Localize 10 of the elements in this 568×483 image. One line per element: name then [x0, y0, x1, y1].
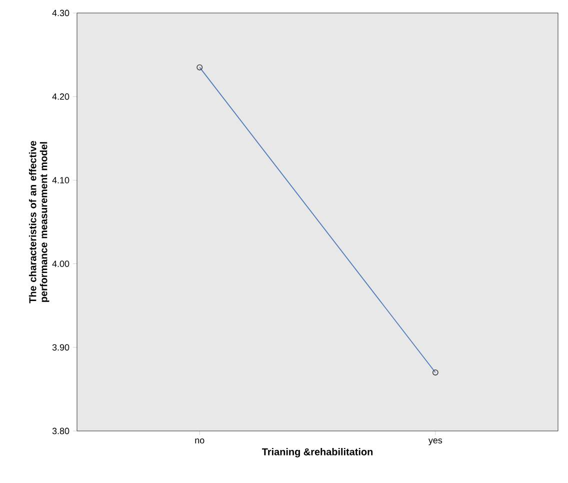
y-tick-label: 4.30 [52, 10, 70, 16]
y-tick-label: 4.00 [52, 260, 70, 267]
x-tick-label: no [195, 438, 204, 444]
x-tick-label: yes [428, 438, 442, 446]
y-tick-label: 4.20 [52, 93, 70, 100]
y-tick-label: 4.10 [52, 177, 70, 184]
y-axis-title: The characteristics of an effective performance measurement model [28, 140, 50, 304]
y-tick-label: 3.90 [52, 344, 70, 351]
y-tick-label: 3.80 [52, 428, 70, 434]
x-axis-title: Trianing &rehabilitation [262, 448, 373, 458]
